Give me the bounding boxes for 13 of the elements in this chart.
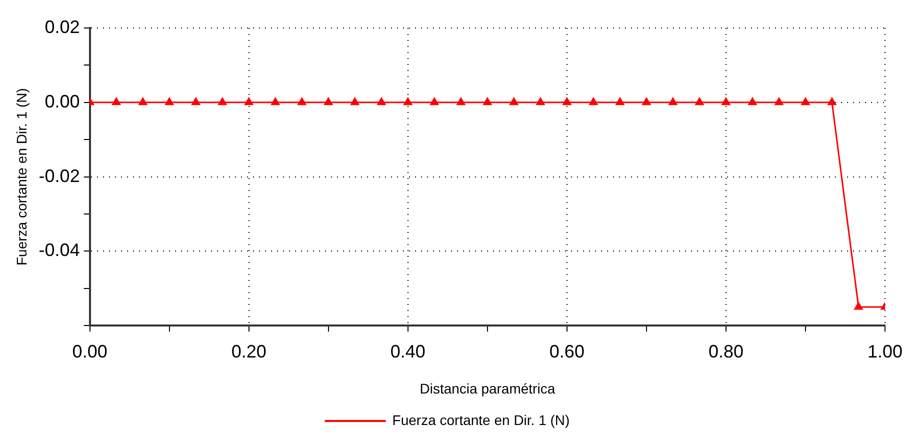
x-tick-label: 1.00 xyxy=(867,341,903,362)
x-tick-label: 0.40 xyxy=(390,341,426,362)
x-tick-label: 0.60 xyxy=(549,341,584,362)
x-axis-title: Distancia paramétrica xyxy=(420,380,556,396)
legend-label: Fuerza cortante en Dir. 1 (N) xyxy=(392,412,570,428)
x-tick-label: 0.00 xyxy=(72,341,108,362)
x-tick-label: 0.80 xyxy=(708,341,744,362)
y-tick-label: -0.04 xyxy=(38,240,80,260)
y-axis-title: Fuerza cortante en Dir. 1 (N) xyxy=(13,88,30,266)
y-tick-label: -0.02 xyxy=(38,166,80,186)
y-tick-label: 0.00 xyxy=(44,91,80,112)
x-tick-label: 0.20 xyxy=(231,341,266,362)
y-tick-label: 0.02 xyxy=(44,16,80,37)
